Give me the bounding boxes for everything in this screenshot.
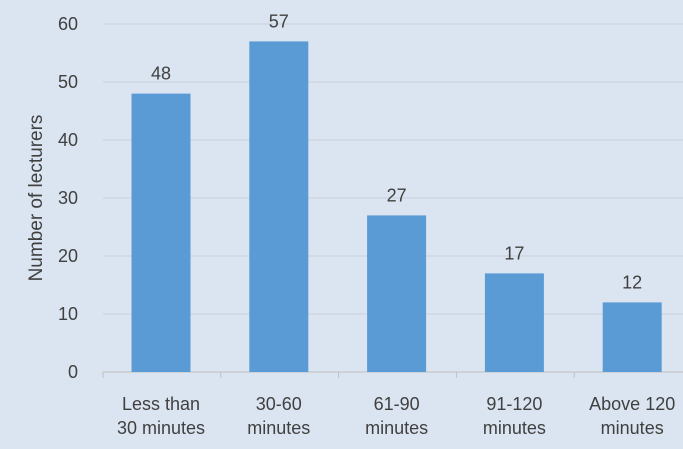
x-tick-label: Less than 30 minutes (117, 394, 205, 438)
x-tick-label: 61-90 minutes (365, 394, 428, 438)
bars (131, 41, 662, 373)
data-label: 48 (151, 64, 171, 84)
data-label: 17 (504, 243, 524, 263)
y-tick-label: 60 (58, 14, 78, 34)
data-labels: 48 57 27 17 12 (151, 11, 642, 292)
x-tick-label: 91-120 minutes (483, 394, 546, 438)
y-tick-label: 0 (68, 362, 78, 382)
y-tick-labels: 0 10 20 30 40 50 60 (58, 14, 78, 382)
data-label: 12 (622, 272, 642, 292)
x-tick-label: Above 120 minutes (589, 394, 675, 438)
y-tick-label: 50 (58, 72, 78, 92)
bar (602, 302, 662, 372)
y-axis-label: Number of lecturers (26, 115, 47, 282)
data-label: 57 (269, 11, 289, 31)
bar (484, 273, 544, 372)
y-tick-label: 10 (58, 304, 78, 324)
bar (249, 41, 309, 373)
y-tick-label: 20 (58, 246, 78, 266)
x-tick-labels: Less than 30 minutes 30-60 minutes 61-90 minu… (117, 394, 675, 438)
y-tick-label: 30 (58, 188, 78, 208)
bar (367, 215, 427, 372)
bar (131, 93, 191, 372)
y-tick-label: 40 (58, 130, 78, 150)
data-label: 27 (387, 185, 407, 205)
x-tick-label: 30-60 minutes (247, 394, 310, 438)
